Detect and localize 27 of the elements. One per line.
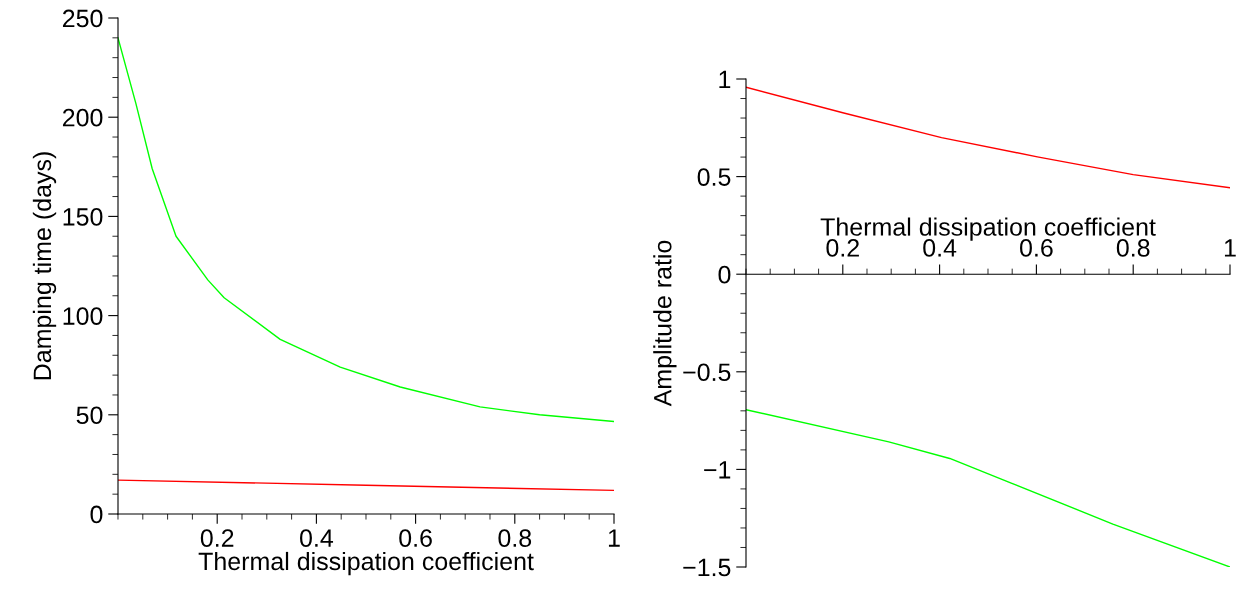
x-axis-title: Thermal dissipation coefficient — [198, 551, 534, 576]
y-tick-label: 100 — [63, 307, 103, 325]
x-tick-label: 0.6 — [399, 529, 432, 547]
y-tick-label: 0 — [90, 505, 103, 524]
y-tick-label: 0.5 — [697, 168, 731, 186]
x-tick-label: 0.8 — [498, 529, 532, 547]
y-tick-label: 250 — [62, 9, 103, 28]
x-tick-label: 1 — [608, 529, 620, 547]
x-tick-label: 0.6 — [1020, 239, 1053, 257]
y-tick-label: 150 — [63, 208, 103, 226]
y-tick-label: 0 — [718, 265, 731, 284]
x-tick-label: 0.8 — [1116, 239, 1150, 257]
y-axis-title: Amplitude ratio — [653, 240, 677, 407]
y-axis-title: Damping time (days) — [32, 152, 57, 380]
y-tick-label: 50 — [76, 406, 103, 425]
y-tick-label: −1 — [704, 461, 731, 479]
x-tick-label: 0.2 — [826, 239, 859, 257]
line-series — [746, 408, 1230, 567]
x-tick-label: 1 — [1224, 239, 1236, 257]
line-series — [746, 86, 1230, 189]
y-tick-label: −0.5 — [683, 363, 731, 382]
x-tick-label: 0.4 — [923, 239, 957, 257]
x-tick-label: 0.4 — [300, 529, 334, 547]
y-tick-label: 1 — [719, 70, 731, 89]
x-tick-label: 0.2 — [200, 529, 234, 547]
y-tick-label: −1.5 — [683, 558, 731, 577]
y-tick-label: 200 — [62, 108, 103, 127]
